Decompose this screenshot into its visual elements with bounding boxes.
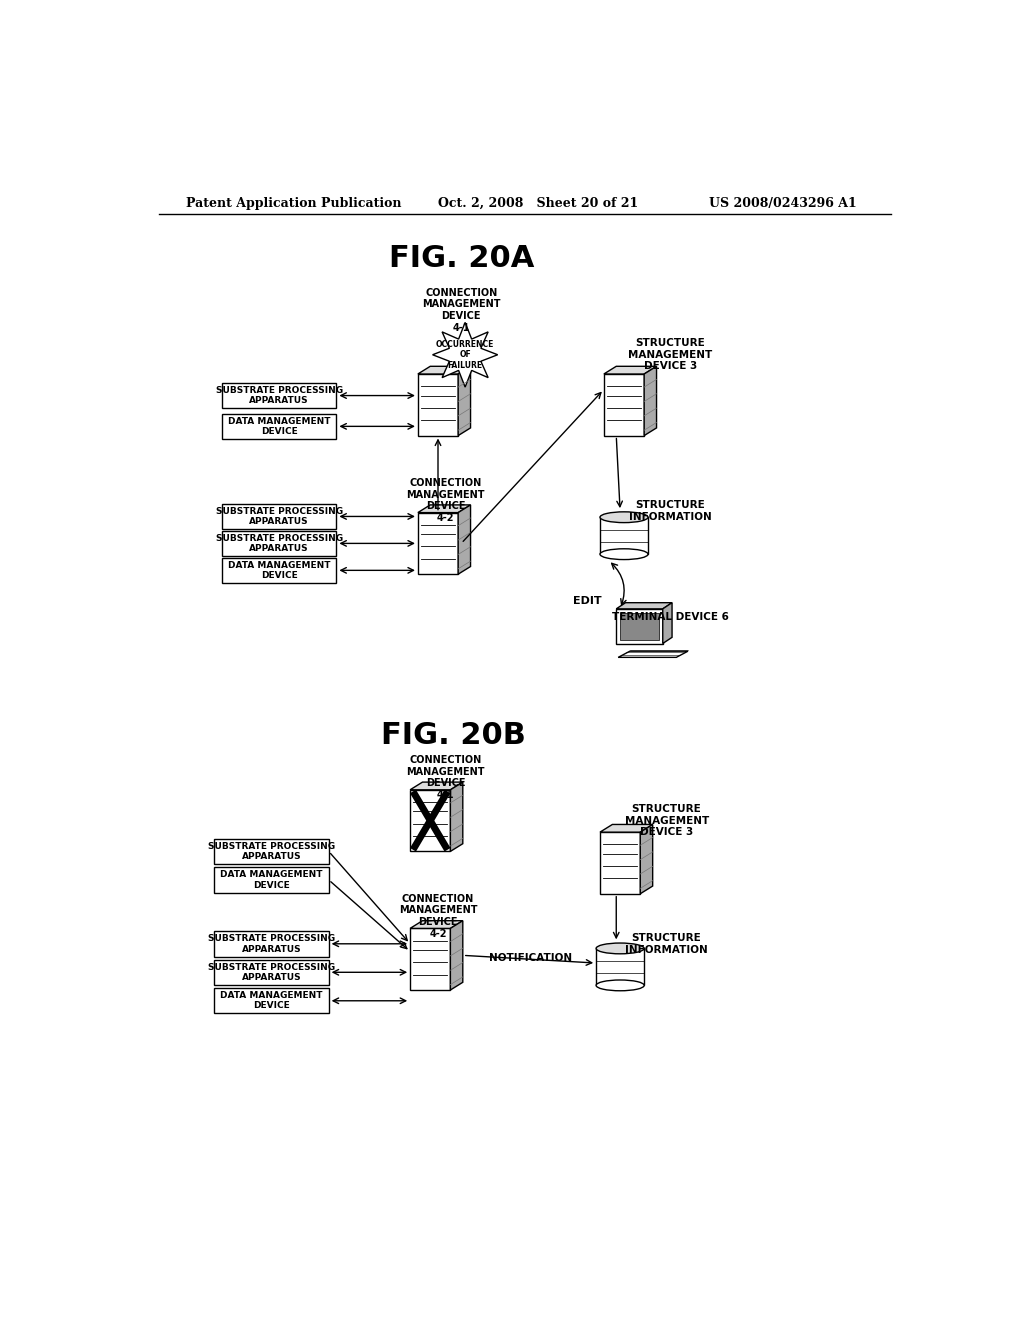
Polygon shape bbox=[432, 322, 498, 387]
Text: CONNECTION
MANAGEMENT
DEVICE
4-2: CONNECTION MANAGEMENT DEVICE 4-2 bbox=[407, 478, 485, 523]
Text: STRUCTURE
MANAGEMENT
DEVICE 3: STRUCTURE MANAGEMENT DEVICE 3 bbox=[629, 338, 713, 371]
Polygon shape bbox=[418, 506, 471, 512]
Ellipse shape bbox=[600, 512, 648, 523]
Text: SUBSTRATE PROCESSING
APPARATUS: SUBSTRATE PROCESSING APPARATUS bbox=[216, 533, 343, 553]
Polygon shape bbox=[410, 921, 463, 928]
FancyBboxPatch shape bbox=[214, 931, 329, 957]
Polygon shape bbox=[451, 921, 463, 990]
Text: NOTIFICATION: NOTIFICATION bbox=[489, 953, 572, 962]
Polygon shape bbox=[600, 825, 652, 832]
Text: STRUCTURE
MANAGEMENT
DEVICE 3: STRUCTURE MANAGEMENT DEVICE 3 bbox=[625, 804, 709, 837]
FancyBboxPatch shape bbox=[222, 383, 337, 408]
Text: SUBSTRATE PROCESSING
APPARATUS: SUBSTRATE PROCESSING APPARATUS bbox=[216, 385, 343, 405]
Polygon shape bbox=[616, 603, 672, 609]
Text: Patent Application Publication: Patent Application Publication bbox=[186, 197, 401, 210]
Polygon shape bbox=[640, 825, 652, 894]
Polygon shape bbox=[596, 949, 644, 985]
Polygon shape bbox=[410, 789, 451, 851]
Polygon shape bbox=[604, 374, 644, 436]
Text: EDIT: EDIT bbox=[573, 597, 602, 606]
Polygon shape bbox=[418, 374, 458, 436]
FancyBboxPatch shape bbox=[214, 867, 329, 892]
Text: OCCURRENCE
OF
FAILURE: OCCURRENCE OF FAILURE bbox=[436, 339, 495, 370]
Text: SUBSTRATE PROCESSING
APPARATUS: SUBSTRATE PROCESSING APPARATUS bbox=[208, 842, 335, 861]
FancyBboxPatch shape bbox=[222, 557, 337, 583]
Text: DATA MANAGEMENT
DEVICE: DATA MANAGEMENT DEVICE bbox=[220, 870, 323, 890]
FancyBboxPatch shape bbox=[214, 838, 329, 865]
Text: SUBSTRATE PROCESSING
APPARATUS: SUBSTRATE PROCESSING APPARATUS bbox=[208, 935, 335, 953]
Ellipse shape bbox=[596, 979, 644, 991]
Polygon shape bbox=[600, 832, 640, 894]
Text: SUBSTRATE PROCESSING
APPARATUS: SUBSTRATE PROCESSING APPARATUS bbox=[216, 507, 343, 527]
Polygon shape bbox=[410, 781, 463, 789]
FancyBboxPatch shape bbox=[214, 960, 329, 985]
FancyBboxPatch shape bbox=[214, 989, 329, 1014]
Text: FIG. 20B: FIG. 20B bbox=[381, 722, 526, 750]
Text: STRUCTURE
INFORMATION: STRUCTURE INFORMATION bbox=[629, 500, 712, 521]
Text: FIG. 20A: FIG. 20A bbox=[388, 244, 534, 273]
Polygon shape bbox=[616, 609, 663, 644]
Polygon shape bbox=[410, 928, 451, 990]
Polygon shape bbox=[458, 367, 471, 436]
Ellipse shape bbox=[600, 549, 648, 560]
FancyBboxPatch shape bbox=[222, 531, 337, 556]
Text: DATA MANAGEMENT
DEVICE: DATA MANAGEMENT DEVICE bbox=[220, 991, 323, 1011]
Polygon shape bbox=[604, 367, 656, 374]
FancyBboxPatch shape bbox=[222, 413, 337, 440]
Polygon shape bbox=[451, 781, 463, 851]
Text: US 2008/0243296 A1: US 2008/0243296 A1 bbox=[710, 197, 857, 210]
Text: CONNECTION
MANAGEMENT
DEVICE
4-1: CONNECTION MANAGEMENT DEVICE 4-1 bbox=[422, 288, 501, 333]
Polygon shape bbox=[663, 603, 672, 644]
FancyBboxPatch shape bbox=[222, 504, 337, 529]
Text: CONNECTION
MANAGEMENT
DEVICE
4-1: CONNECTION MANAGEMENT DEVICE 4-1 bbox=[407, 755, 485, 800]
Text: Oct. 2, 2008   Sheet 20 of 21: Oct. 2, 2008 Sheet 20 of 21 bbox=[438, 197, 638, 210]
Polygon shape bbox=[621, 612, 658, 640]
Polygon shape bbox=[458, 506, 471, 574]
Text: STRUCTURE
INFORMATION: STRUCTURE INFORMATION bbox=[626, 933, 708, 954]
Text: DATA MANAGEMENT
DEVICE: DATA MANAGEMENT DEVICE bbox=[228, 561, 331, 579]
Text: TERMINAL DEVICE 6: TERMINAL DEVICE 6 bbox=[612, 611, 729, 622]
Text: CONNECTION
MANAGEMENT
DEVICE
4-2: CONNECTION MANAGEMENT DEVICE 4-2 bbox=[398, 894, 477, 939]
Text: SUBSTRATE PROCESSING
APPARATUS: SUBSTRATE PROCESSING APPARATUS bbox=[208, 962, 335, 982]
Polygon shape bbox=[418, 512, 458, 574]
Text: DATA MANAGEMENT
DEVICE: DATA MANAGEMENT DEVICE bbox=[228, 417, 331, 436]
Ellipse shape bbox=[596, 942, 644, 954]
Polygon shape bbox=[600, 517, 648, 554]
Polygon shape bbox=[644, 367, 656, 436]
Polygon shape bbox=[418, 367, 471, 374]
Polygon shape bbox=[618, 651, 688, 657]
